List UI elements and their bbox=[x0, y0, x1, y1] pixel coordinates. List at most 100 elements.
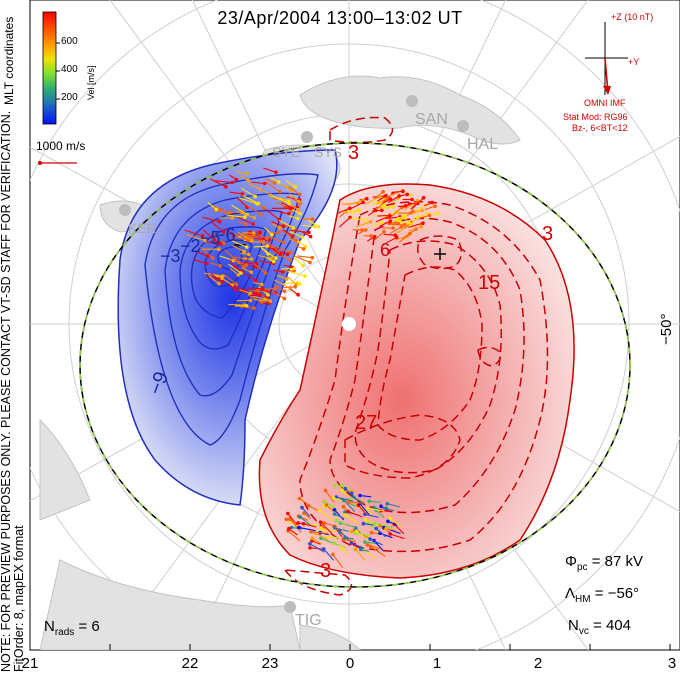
velocity-vector-origin bbox=[332, 496, 336, 500]
velocity-vector-origin bbox=[381, 190, 385, 194]
velocity-vector-origin bbox=[370, 531, 374, 535]
velocity-vector-origin bbox=[335, 519, 339, 523]
velocity-vector-origin bbox=[215, 208, 219, 212]
velocity-vector-origin bbox=[333, 512, 337, 516]
velocity-vector bbox=[228, 304, 244, 305]
velocity-vector-origin bbox=[277, 231, 281, 235]
velocity-vector-origin bbox=[325, 503, 329, 507]
velocity-vector-origin bbox=[297, 526, 301, 530]
stat-nvc-value: = 404 bbox=[593, 617, 631, 634]
velocity-vector-origin bbox=[320, 526, 324, 530]
mlt-tick-3: 3 bbox=[668, 655, 676, 672]
station-label-hal: HAL bbox=[467, 136, 498, 154]
velocity-vector-origin bbox=[278, 226, 282, 230]
velocity-vector-origin bbox=[344, 487, 348, 491]
stat-nrads-symbol: N bbox=[44, 618, 55, 635]
colorbar-unit-label: Vel [m/s] bbox=[86, 65, 96, 100]
velocity-vector-origin bbox=[251, 222, 255, 226]
velocity-vector-origin bbox=[296, 217, 300, 221]
side-note: NOTE: FOR PREVIEW PURPOSES ONLY. PLEASE … bbox=[0, 111, 26, 672]
velocity-vector bbox=[235, 235, 249, 236]
fit-order-note: FitOrder: 8, mapEX format bbox=[13, 111, 26, 672]
velocity-vector-origin bbox=[298, 515, 302, 519]
velocity-vector-origin bbox=[368, 537, 372, 541]
velocity-vector-origin bbox=[382, 230, 386, 234]
velocity-vector-origin bbox=[388, 532, 392, 536]
velocity-vector-origin bbox=[389, 197, 393, 201]
velocity-vector-origin bbox=[361, 201, 365, 205]
velocity-vector-origin bbox=[231, 216, 235, 220]
velocity-vector-origin bbox=[253, 195, 257, 199]
velocity-vector-origin bbox=[277, 180, 281, 184]
velocity-vector-origin bbox=[419, 225, 423, 229]
station-label-tig: TIG bbox=[295, 612, 322, 630]
velocity-vector-origin bbox=[205, 262, 209, 266]
stat-nrads-subscript: rads bbox=[55, 627, 74, 638]
velocity-vector-origin bbox=[241, 192, 245, 196]
velocity-vector-origin bbox=[340, 488, 344, 492]
velocity-vector-origin bbox=[217, 282, 221, 286]
velocity-vector-origin bbox=[286, 512, 290, 516]
velocity-vector-origin bbox=[259, 213, 263, 217]
velocity-vector-origin bbox=[333, 508, 337, 512]
velocity-vector-origin bbox=[286, 253, 290, 257]
velocity-vector-origin bbox=[297, 200, 301, 204]
velocity-vector-origin bbox=[218, 220, 222, 224]
velocity-vector-origin bbox=[309, 235, 313, 239]
velocity-vector-origin bbox=[379, 504, 383, 508]
colorbar-tick-600: 600 bbox=[61, 36, 78, 47]
imf-stat-mod-label: Stat Mod: RG96 bbox=[563, 112, 628, 122]
velocity-vector-origin bbox=[270, 233, 274, 237]
velocity-vector-origin bbox=[347, 500, 351, 504]
velocity-vector-origin bbox=[317, 225, 321, 229]
velocity-vector-origin bbox=[422, 196, 426, 200]
stat-nrads-value: = 6 bbox=[78, 618, 99, 635]
velocity-vector-origin bbox=[386, 502, 390, 506]
velocity-vector-origin bbox=[281, 270, 285, 274]
velocity-vector-origin bbox=[263, 182, 267, 186]
velocity-vector-origin bbox=[288, 259, 292, 263]
velocity-vector-origin bbox=[357, 208, 361, 212]
velocity-vector-origin bbox=[260, 283, 264, 287]
velocity-vector-origin bbox=[235, 178, 239, 182]
velocity-vector-origin bbox=[350, 530, 354, 534]
contour-label-27: 27 bbox=[355, 412, 377, 435]
velocity-vector-origin bbox=[401, 190, 405, 194]
velocity-vector-origin bbox=[420, 209, 424, 213]
velocity-vector-origin bbox=[218, 209, 222, 213]
velocity-vector-origin bbox=[292, 226, 296, 230]
mlt-tick-0: 0 bbox=[346, 655, 354, 672]
velocity-vector-origin bbox=[378, 195, 382, 199]
contour-label-3-top: 3 bbox=[348, 142, 359, 165]
velocity-vector-origin bbox=[269, 299, 273, 303]
velocity-vector-origin bbox=[343, 513, 347, 517]
mlt-tick-21: 21 bbox=[22, 655, 39, 672]
stat-lambda-value: = −56° bbox=[595, 585, 639, 602]
velocity-vector-origin bbox=[374, 527, 378, 531]
velocity-vector-origin bbox=[365, 197, 369, 201]
velocity-vector-origin bbox=[323, 521, 327, 525]
velocity-vector-origin bbox=[287, 202, 291, 206]
velocity-vector-origin bbox=[364, 518, 368, 522]
contour-label-neg2: −2 bbox=[180, 236, 201, 257]
velocity-vector-origin bbox=[283, 290, 287, 294]
velocity-vector-origin bbox=[311, 217, 315, 221]
velocity-vector-origin bbox=[389, 219, 393, 223]
velocity-vector-origin bbox=[363, 540, 367, 544]
latitude-label: −50° bbox=[658, 314, 675, 345]
velocity-vector-origin bbox=[309, 530, 313, 534]
contour-label-3-right: 3 bbox=[542, 223, 553, 246]
velocity-vector-origin bbox=[408, 221, 412, 225]
velocity-vector-origin bbox=[342, 505, 346, 509]
velocity-vector-origin bbox=[297, 208, 301, 212]
velocity-vector-origin bbox=[289, 251, 293, 255]
velocity-vector-origin bbox=[322, 500, 326, 504]
velocity-vector-origin bbox=[237, 273, 241, 277]
velocity-vector-origin bbox=[397, 194, 401, 198]
velocity-vector-origin bbox=[302, 511, 306, 515]
stat-nvc-subscript: vc bbox=[579, 626, 589, 637]
velocity-vector-origin bbox=[274, 170, 278, 174]
velocity-vector-origin bbox=[258, 293, 262, 297]
velocity-vector-origin bbox=[388, 517, 392, 521]
velocity-vector-origin bbox=[364, 228, 368, 232]
